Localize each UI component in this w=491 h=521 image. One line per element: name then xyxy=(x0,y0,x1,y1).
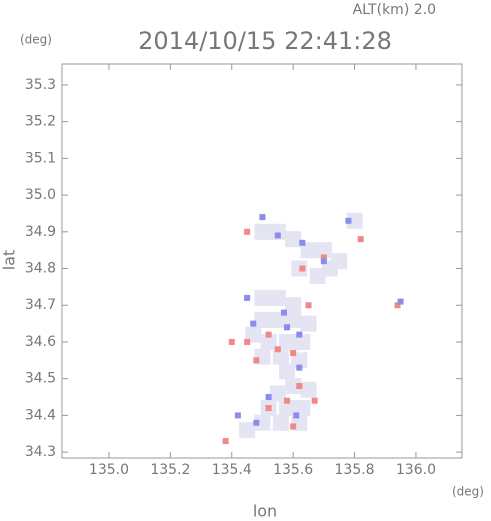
point xyxy=(234,412,241,419)
point xyxy=(254,311,271,328)
point xyxy=(254,414,271,431)
point xyxy=(222,438,229,445)
point xyxy=(309,267,326,284)
y-tick-label: 34.3 xyxy=(25,444,56,460)
point xyxy=(285,231,302,248)
point xyxy=(260,333,277,350)
y-tick-label: 35.2 xyxy=(25,114,56,130)
point xyxy=(290,423,297,430)
point xyxy=(244,338,251,345)
y-tick-label: 35.3 xyxy=(25,77,56,93)
point xyxy=(253,357,260,364)
point xyxy=(300,315,317,332)
point xyxy=(299,265,306,272)
point xyxy=(320,258,327,265)
y-tick-label: 35.1 xyxy=(25,150,56,166)
y-unit: (deg) xyxy=(20,33,52,47)
point xyxy=(265,394,272,401)
point xyxy=(357,236,364,243)
point xyxy=(269,223,286,240)
y-tick-label: 34.5 xyxy=(25,371,56,387)
y-tick-label: 34.4 xyxy=(25,407,56,423)
point xyxy=(265,405,272,412)
point xyxy=(299,239,306,246)
point xyxy=(285,311,302,328)
point xyxy=(345,217,352,224)
x-tick-label: 135.8 xyxy=(335,462,375,478)
point xyxy=(244,294,251,301)
point xyxy=(294,400,311,417)
point xyxy=(291,352,308,369)
point xyxy=(291,260,308,277)
point xyxy=(265,331,272,338)
point xyxy=(346,212,363,229)
plot-frame xyxy=(61,63,463,459)
point xyxy=(300,242,317,259)
x-tick-label: 135.2 xyxy=(150,462,190,478)
point xyxy=(269,289,286,306)
y-tick-label: 34.9 xyxy=(25,224,56,240)
point xyxy=(285,297,302,314)
point xyxy=(296,331,303,338)
point xyxy=(294,333,311,350)
subtitle: ALT(km) 2.0 xyxy=(353,2,436,18)
point xyxy=(279,363,296,380)
x-tick-label: 135.4 xyxy=(212,462,252,478)
point xyxy=(272,348,289,365)
point xyxy=(284,324,291,331)
point xyxy=(280,309,287,316)
x-unit: (deg) xyxy=(452,485,484,499)
point xyxy=(253,419,260,426)
point xyxy=(259,214,266,221)
y-axis-label: lat xyxy=(0,250,19,271)
y-tick-label: 34.7 xyxy=(25,297,56,313)
x-tick-label: 135.6 xyxy=(273,462,313,478)
point xyxy=(321,260,338,277)
point xyxy=(315,242,332,259)
point xyxy=(269,311,286,328)
point xyxy=(296,364,303,371)
point xyxy=(254,289,271,306)
point xyxy=(300,381,317,398)
point xyxy=(394,302,401,309)
point xyxy=(311,397,318,404)
x-axis-label: lon xyxy=(253,502,277,521)
point xyxy=(285,378,302,395)
point xyxy=(279,333,296,350)
point xyxy=(305,302,312,309)
point xyxy=(279,400,296,417)
point xyxy=(274,232,281,239)
point xyxy=(397,298,404,305)
y-tick-label: 34.6 xyxy=(25,334,56,350)
point xyxy=(274,346,281,353)
point xyxy=(296,383,303,390)
point xyxy=(293,412,300,419)
point xyxy=(320,254,327,261)
point xyxy=(290,349,297,356)
point xyxy=(245,326,262,343)
point xyxy=(272,414,289,431)
point xyxy=(250,320,257,327)
x-tick-label: 135.0 xyxy=(89,462,129,478)
point xyxy=(254,223,271,240)
point xyxy=(244,228,251,235)
point xyxy=(228,338,235,345)
point xyxy=(284,397,291,404)
x-tick-label: 136.0 xyxy=(396,462,436,478)
y-tick-label: 34.8 xyxy=(25,261,56,277)
chart-title: 2014/10/15 22:41:28 xyxy=(138,27,392,55)
point xyxy=(269,385,286,402)
y-tick-label: 35.0 xyxy=(25,187,56,203)
point xyxy=(239,422,256,439)
